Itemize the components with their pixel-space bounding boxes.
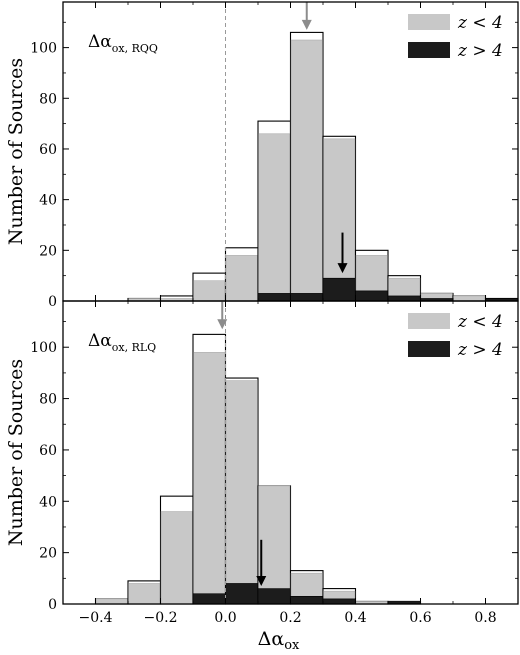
low-z-bar (453, 295, 486, 302)
x-tick-label: −0.4 (79, 610, 113, 626)
x-tick-label: 0.4 (344, 610, 366, 626)
legend-label-low-z: z < 4 (457, 312, 503, 332)
legend-swatch-low-z (408, 313, 450, 329)
y-tick-label: 20 (39, 546, 57, 562)
high-z-bar (225, 583, 259, 605)
y-tick-label: 0 (48, 597, 57, 613)
legend-swatch-low-z (408, 14, 450, 30)
high-z-bar (257, 588, 291, 605)
legend-swatch-high-z (408, 42, 450, 58)
low-z-bar (258, 133, 291, 302)
low-z-bar (290, 39, 323, 302)
y-tick-label: 60 (39, 443, 57, 459)
legend-label-high-z: z > 4 (457, 41, 503, 61)
low-z-bar (225, 255, 258, 302)
panel-annotation: Δαox, RQQ (88, 32, 158, 55)
high-z-bar (290, 293, 324, 302)
x-tick-label: 0.6 (409, 610, 431, 626)
low-z-bar (323, 138, 356, 302)
legend-label-high-z: z > 4 (457, 340, 503, 360)
high-z-bar (192, 593, 226, 605)
x-tick-label: 0.8 (474, 610, 496, 626)
annotation-main: Δα (88, 32, 112, 52)
y-tick-label: 80 (39, 392, 57, 408)
x-tick-label: 0.0 (214, 610, 236, 626)
high-z-bar (257, 293, 291, 302)
low-z-bar (160, 511, 193, 605)
arrow-head (256, 576, 267, 587)
y-axis-label: Number of Sources (5, 58, 27, 245)
high-z-bar (290, 595, 324, 605)
y-tick-label: 40 (39, 193, 57, 209)
arrow-head (217, 319, 228, 330)
high-z-bar (322, 277, 356, 302)
x-axis-label-sub: ox (284, 638, 300, 653)
y-tick-label: 60 (39, 142, 57, 158)
legend-swatch-high-z (408, 341, 450, 357)
y-tick-label: 0 (48, 294, 57, 310)
low-z-bar (225, 380, 258, 605)
x-tick-label: −0.2 (144, 610, 178, 626)
arrow-head (337, 263, 348, 274)
low-z-bar (193, 280, 226, 302)
bottom-panel: 0 20 40 60 80 100 −0.4 −0.2 0.0 0.2 0.4 0.6 0.8 Numbe… (5, 300, 519, 653)
annotation-sub: ox, RLQ (112, 341, 156, 354)
arrow-head (301, 19, 312, 30)
y-tick-label: 80 (39, 91, 57, 107)
low-z-bar (193, 352, 226, 605)
high-z-bar (355, 290, 389, 302)
x-axis-label-main: Δα (258, 628, 285, 650)
low-z-bar (258, 485, 291, 605)
y-tick-label: 100 (30, 340, 57, 356)
high-z-bar (322, 598, 356, 605)
low-z-bar (95, 598, 128, 605)
y-tick-label: 100 (30, 41, 57, 57)
high-z-bar (387, 295, 421, 302)
panel-annotation: Δαox, RLQ (88, 331, 156, 354)
annotation-main: Δα (88, 331, 112, 351)
y-tick-label: 40 (39, 494, 57, 510)
y-axis-label: Number of Sources (5, 359, 27, 546)
annotation-sub: ox, RQQ (112, 42, 158, 55)
low-z-bar (128, 583, 161, 605)
x-axis-label: Δαox (258, 628, 300, 653)
y-tick-label: 20 (39, 243, 57, 259)
legend-label-low-z: z < 4 (457, 13, 503, 33)
x-tick-label: 0.2 (279, 610, 301, 626)
